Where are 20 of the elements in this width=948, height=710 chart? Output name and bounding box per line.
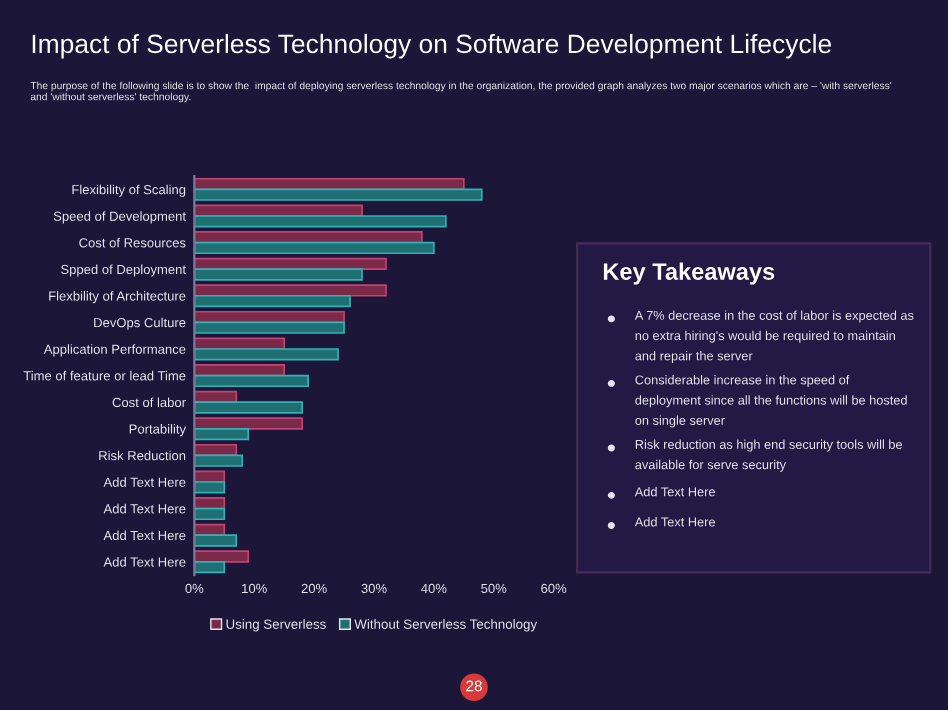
bar (194, 417, 303, 430)
bar (194, 284, 387, 297)
bar (194, 534, 238, 547)
text: Key Takeaways (603, 262, 775, 285)
bar (194, 188, 483, 201)
bar (194, 454, 244, 467)
bar (194, 507, 226, 521)
bar (194, 348, 339, 361)
bar (194, 321, 345, 334)
bar (194, 560, 226, 574)
bar (194, 401, 303, 414)
bar (194, 294, 351, 308)
bar (194, 481, 226, 494)
bar (194, 427, 250, 441)
chart-title: Impact of Serverless Technology on Software Development Lifecycle (32, 33, 832, 59)
bar (194, 241, 435, 255)
bar (194, 550, 250, 563)
bar (194, 215, 447, 228)
bar (194, 374, 309, 388)
bar (194, 268, 363, 281)
